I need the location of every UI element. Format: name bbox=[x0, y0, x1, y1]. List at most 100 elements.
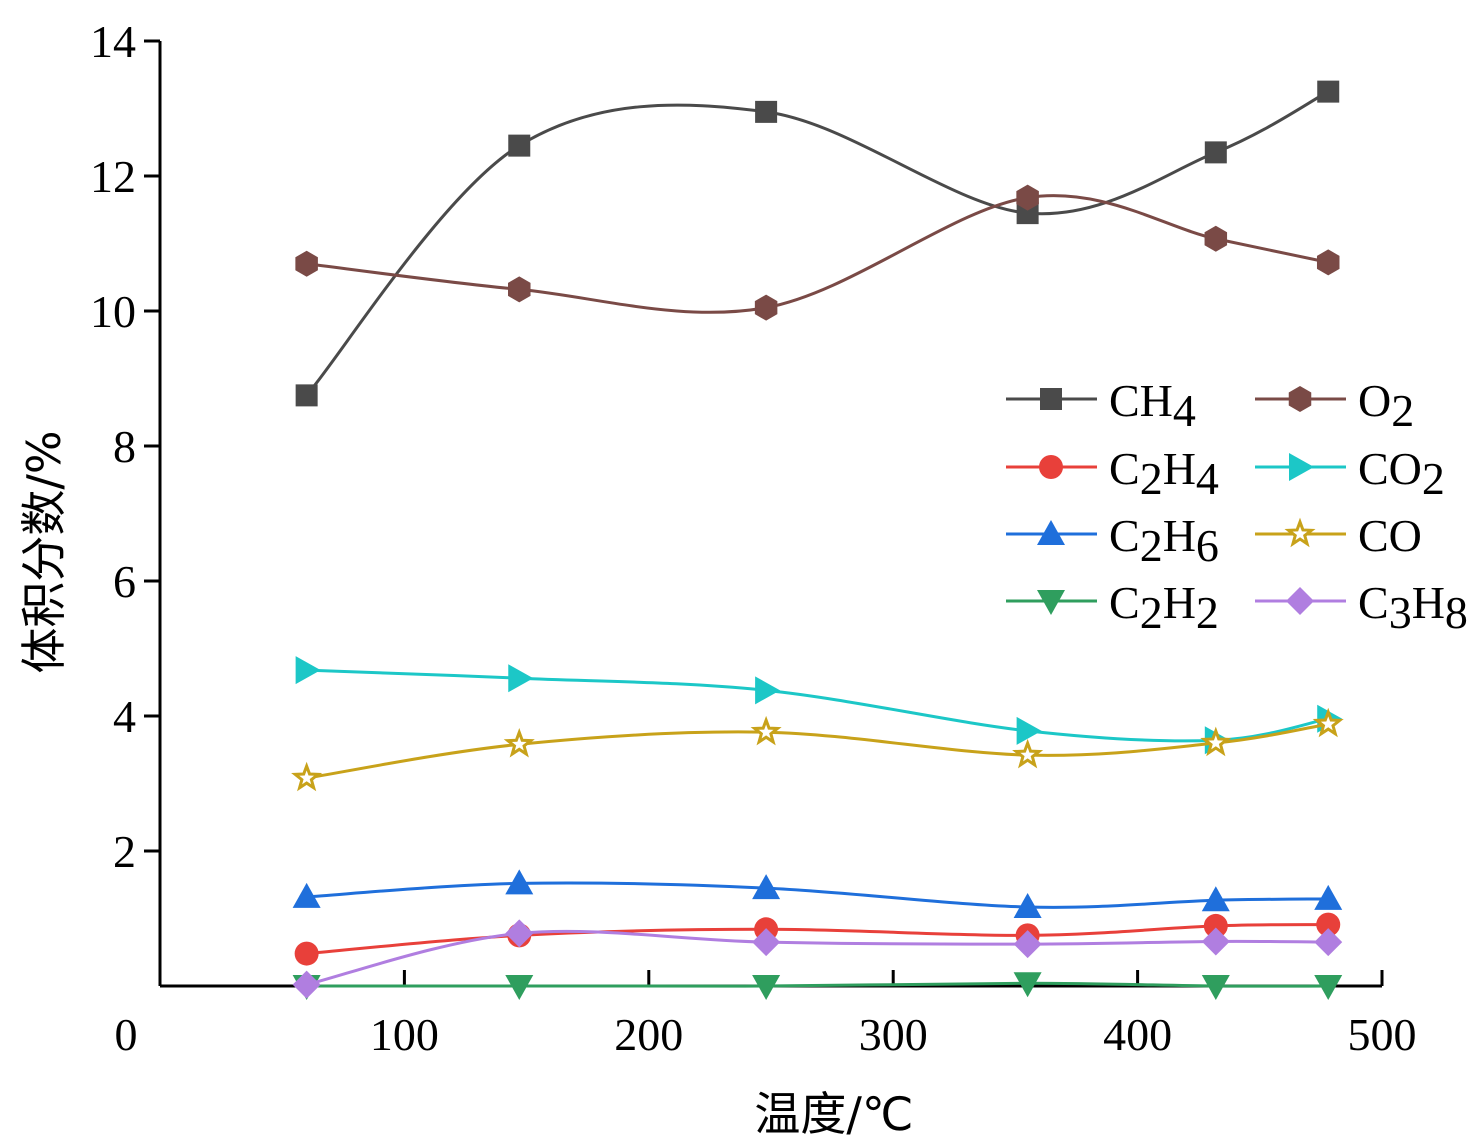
data-point-C2H6 bbox=[505, 869, 534, 895]
y-tick-label: 12 bbox=[90, 151, 136, 202]
data-point-CO bbox=[750, 715, 782, 746]
y-tick-label: 14 bbox=[90, 16, 136, 67]
data-point-CO2 bbox=[1016, 716, 1042, 745]
legend-marker-C3H8 bbox=[1286, 587, 1314, 615]
data-point-CH4 bbox=[1317, 80, 1340, 103]
data-point-C2H6 bbox=[752, 874, 781, 900]
legend-item-C2H6: C2H6 bbox=[1006, 510, 1219, 571]
data-point-CO bbox=[503, 728, 535, 758]
data-point-C3H8 bbox=[1201, 927, 1230, 956]
data-point-O2 bbox=[508, 276, 531, 303]
data-point-CO bbox=[1200, 726, 1232, 757]
x-tick-label: 300 bbox=[859, 1009, 928, 1060]
legend-item-CH4: CH4 bbox=[1006, 375, 1196, 436]
data-point-CO bbox=[1312, 707, 1344, 738]
series-line-O2 bbox=[306, 194, 1329, 314]
data-point-CH4 bbox=[508, 134, 531, 157]
series-O2 bbox=[295, 184, 1340, 321]
data-point-O2 bbox=[1316, 249, 1340, 276]
x-tick-label: 0 bbox=[115, 1009, 138, 1060]
series-CO2 bbox=[295, 656, 1343, 755]
data-point-C3H8 bbox=[505, 919, 534, 948]
data-point-CO bbox=[291, 761, 323, 792]
legend-label-C2H4: C2H4 bbox=[1109, 443, 1219, 504]
data-point-CH4 bbox=[295, 384, 318, 407]
data-point-C3H8 bbox=[292, 970, 321, 999]
x-axis-title: 温度/℃ bbox=[754, 1087, 913, 1141]
y-tick-label: 2 bbox=[113, 826, 136, 877]
data-point-C3H8 bbox=[1314, 928, 1343, 957]
legend-label-O2: O2 bbox=[1358, 375, 1414, 436]
legend-item-C3H8: C3H8 bbox=[1255, 577, 1468, 638]
axes: 0 100 200 300 400 500 2 4 6 8 10 12 14 bbox=[90, 16, 1417, 1060]
series-line-CO bbox=[306, 722, 1329, 780]
data-point-C2H2 bbox=[1013, 972, 1042, 998]
legend-label-C2H6: C2H6 bbox=[1109, 510, 1219, 571]
legend-marker-CH4 bbox=[1040, 388, 1062, 410]
data-point-CO2 bbox=[295, 656, 321, 685]
legend-marker-CO bbox=[1284, 517, 1316, 548]
data-point-O2 bbox=[1204, 225, 1228, 252]
x-tick-label: 400 bbox=[1103, 1009, 1172, 1060]
data-point-C2H6 bbox=[1201, 886, 1230, 912]
y-axis-title: 体积分数/% bbox=[17, 430, 71, 673]
series-line-C2H2 bbox=[306, 981, 1329, 988]
legend-item-C2H4: C2H4 bbox=[1006, 443, 1219, 504]
data-point-CO bbox=[1012, 738, 1044, 769]
y-tick-label: 4 bbox=[113, 691, 136, 742]
series-C3H8 bbox=[292, 919, 1343, 999]
x-tick-label: 500 bbox=[1348, 1009, 1417, 1060]
series-line-C2H4 bbox=[306, 923, 1329, 956]
data-point-C2H2 bbox=[1201, 975, 1230, 1000]
data-point-C2H6 bbox=[1314, 884, 1343, 910]
series-C2H6 bbox=[292, 869, 1343, 919]
legend-marker-C2H4 bbox=[1039, 455, 1063, 479]
data-point-C3H8 bbox=[752, 928, 781, 957]
data-point-CH4 bbox=[1016, 202, 1039, 225]
data-point-C2H6 bbox=[292, 882, 321, 908]
data-point-CH4 bbox=[1204, 141, 1227, 164]
legend-marker-O2 bbox=[1288, 386, 1312, 412]
series-C2H2 bbox=[292, 972, 1343, 1000]
legend-item-O2: O2 bbox=[1255, 375, 1414, 436]
series-CH4 bbox=[295, 80, 1340, 407]
series-line-CH4 bbox=[305, 90, 1329, 397]
data-point-CO2 bbox=[755, 676, 781, 705]
legend-item-CO2: CO2 bbox=[1255, 443, 1445, 504]
series-line-C2H6 bbox=[306, 881, 1329, 909]
data-point-C3H8 bbox=[1013, 930, 1042, 959]
data-point-C2H2 bbox=[752, 975, 781, 1000]
legend-item-C2H2: C2H2 bbox=[1006, 577, 1219, 638]
data-point-CO2 bbox=[508, 664, 534, 693]
legend-label-C2H2: C2H2 bbox=[1109, 577, 1219, 638]
legend-item-CO: CO bbox=[1255, 510, 1422, 561]
x-tick-label: 100 bbox=[370, 1009, 439, 1060]
data-point-C2H6 bbox=[1013, 893, 1042, 919]
data-point-C2H4 bbox=[294, 941, 319, 966]
legend-label-C3H8: C3H8 bbox=[1358, 577, 1468, 638]
legend-marker-C2H2 bbox=[1037, 590, 1065, 615]
series-C2H4 bbox=[294, 912, 1341, 966]
data-point-O2 bbox=[1016, 184, 1039, 211]
data-point-C2H4 bbox=[1203, 913, 1228, 938]
legend-label-CO2: CO2 bbox=[1358, 443, 1445, 504]
series-layer bbox=[291, 80, 1344, 1000]
legend-label-CH4: CH4 bbox=[1109, 375, 1196, 436]
legend-label-CO: CO bbox=[1358, 510, 1422, 561]
data-point-C2H4 bbox=[1316, 912, 1341, 937]
data-point-C2H2 bbox=[505, 975, 534, 1000]
series-CO bbox=[291, 707, 1344, 792]
data-point-O2 bbox=[754, 294, 778, 321]
data-point-C2H2 bbox=[1314, 975, 1343, 1000]
x-tick-label: 200 bbox=[614, 1009, 683, 1060]
data-point-CH4 bbox=[755, 100, 778, 123]
y-tick-label: 10 bbox=[90, 286, 136, 337]
series-line-CO2 bbox=[306, 668, 1329, 743]
y-tick-label: 6 bbox=[113, 556, 136, 607]
legend-marker-CO2 bbox=[1289, 453, 1314, 481]
data-point-O2 bbox=[295, 250, 318, 277]
y-tick-label: 8 bbox=[113, 421, 136, 472]
legend-marker-C2H6 bbox=[1037, 520, 1065, 545]
